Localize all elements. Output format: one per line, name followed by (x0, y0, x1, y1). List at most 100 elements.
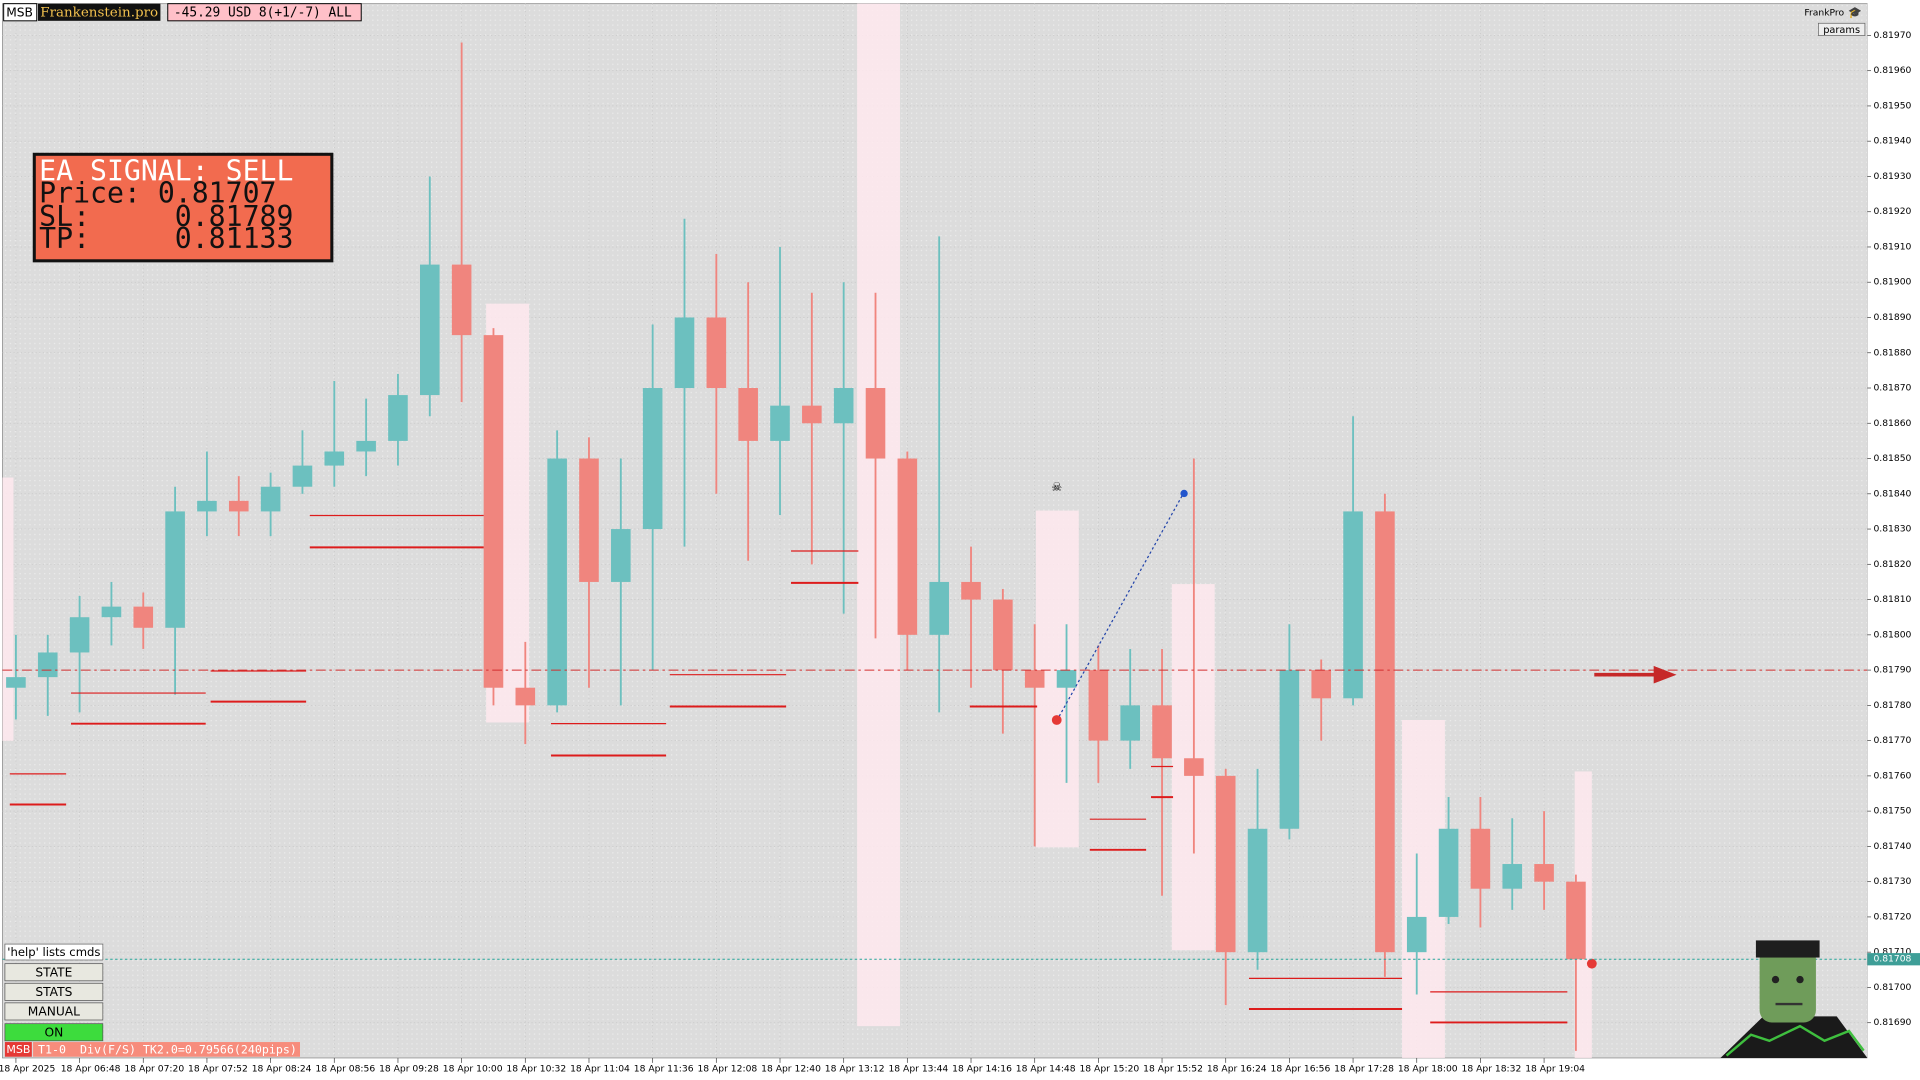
x-tick-label: 18 Apr 14:48 (1016, 1063, 1076, 1074)
x-tick-label: 18 Apr 08:56 (315, 1063, 375, 1074)
y-tick-label: 0.81850 (1873, 453, 1911, 464)
command-button-label[interactable]: STATS (35, 985, 72, 999)
candle-body (1375, 511, 1395, 953)
brand-box (37, 3, 161, 21)
mascot (1720, 940, 1868, 1058)
y-tick-label: 0.81740 (1873, 841, 1911, 852)
command-button[interactable] (4, 963, 104, 982)
y-tick-label: 0.81900 (1873, 277, 1911, 288)
x-tick-label: 18 Apr 07:52 (188, 1063, 248, 1074)
candle-body (165, 511, 185, 628)
candle-body (611, 529, 631, 582)
candle-body (833, 388, 854, 424)
params-label[interactable]: params (1823, 25, 1860, 36)
x-tick-label: 18 Apr 06:48 (61, 1063, 121, 1074)
status-text: T1-0 Div(F/S) TK2.0=0.79566(240pips) (38, 1043, 297, 1057)
help-text: 'help' lists cmds (7, 945, 100, 959)
y-tick-label: 0.81730 (1873, 876, 1911, 887)
candle-body (802, 405, 822, 424)
price-axis (1867, 3, 1920, 1062)
candle-body (770, 405, 790, 441)
params-button[interactable] (1818, 22, 1866, 36)
candle-body (1088, 670, 1109, 741)
y-tick-label: 0.81790 (1873, 665, 1911, 676)
x-tick-label: 18 Apr 13:44 (888, 1063, 948, 1074)
x-tick-label: 18 Apr 15:20 (1079, 1063, 1139, 1074)
account-box (167, 3, 362, 22)
candle-body (1056, 670, 1077, 688)
x-tick-label: 18 Apr 10:32 (506, 1063, 566, 1074)
y-tick-label: 0.81890 (1873, 312, 1911, 323)
badge (3, 3, 38, 22)
y-tick-label: 0.81750 (1873, 806, 1911, 817)
trade-link (1058, 491, 1185, 717)
candle-body (197, 500, 217, 512)
candle-body (483, 335, 504, 688)
candle-body (1024, 670, 1045, 688)
signal-box (32, 152, 334, 263)
x-tick-label: 18 Apr 16:24 (1207, 1063, 1267, 1074)
x-tick-label: 18 Apr 11:04 (570, 1063, 630, 1074)
command-button-label[interactable]: MANUAL (28, 1005, 80, 1019)
current-price-tag (1867, 953, 1920, 966)
candle-body (1215, 775, 1236, 953)
sell-marker (1586, 958, 1597, 969)
x-tick-label: 18 Apr 08:24 (252, 1063, 312, 1074)
command-button[interactable] (4, 1023, 104, 1042)
x-tick-label: 18 Apr 09:28 (379, 1063, 439, 1074)
brand: Frankenstein.pro (40, 5, 158, 20)
candle-body (1470, 828, 1491, 889)
y-tick-label: 0.81910 (1873, 241, 1911, 252)
x-tick-label: 18 Apr 2025 (0, 1063, 55, 1074)
candle-body (133, 606, 154, 628)
candle-body (1279, 670, 1300, 829)
candle-body (706, 317, 727, 389)
x-tick-label: 18 Apr 12:08 (697, 1063, 757, 1074)
y-tick-label: 0.81800 (1873, 629, 1911, 640)
candle-body (929, 581, 949, 635)
command-button[interactable] (4, 1002, 104, 1021)
x-tick-label: 18 Apr 11:36 (634, 1063, 694, 1074)
candle-body (993, 599, 1013, 671)
y-tick-label: 0.81970 (1873, 30, 1911, 41)
y-tick-label: 0.81760 (1873, 770, 1911, 781)
y-tick-label: 0.81690 (1873, 1017, 1911, 1028)
candle-body (1247, 828, 1268, 953)
command-button[interactable] (4, 982, 104, 1001)
command-button-label[interactable]: STATE (35, 965, 72, 979)
candle-body (579, 458, 599, 582)
user-icon: 🎓 (1848, 6, 1862, 19)
candle-body (6, 677, 26, 688)
y-tick-label: 0.81710 (1873, 947, 1911, 958)
candle-body (515, 687, 536, 706)
y-tick-label: 0.81940 (1873, 136, 1911, 147)
y-tick-label: 0.81830 (1873, 524, 1911, 535)
candle-body (1566, 881, 1586, 960)
candle-body (1152, 705, 1172, 759)
candle-body (260, 486, 281, 512)
candle-body (1343, 511, 1363, 699)
candle-body (1120, 705, 1140, 741)
candle-body (961, 581, 981, 600)
current-price-label: 0.81708 (1873, 954, 1911, 965)
x-tick-label: 18 Apr 12:40 (761, 1063, 821, 1074)
x-tick-label: 18 Apr 18:00 (1398, 1063, 1458, 1074)
y-tick-label: 0.81930 (1873, 171, 1911, 182)
y-tick-label: 0.81780 (1873, 700, 1911, 711)
candle-body (865, 388, 886, 459)
y-tick-label: 0.81770 (1873, 735, 1911, 746)
close-marker (1180, 489, 1188, 498)
candle-body (1406, 916, 1427, 953)
status-badge-text: MSB (6, 1043, 30, 1056)
sell-marker (1051, 715, 1062, 725)
candle-body (547, 458, 567, 706)
command-button-label[interactable]: ON (44, 1025, 63, 1039)
candle-body (228, 500, 249, 512)
x-tick-label: 18 Apr 17:28 (1334, 1063, 1394, 1074)
candle-body (388, 395, 408, 441)
user: FrankPro (1804, 7, 1844, 18)
y-tick-label: 0.81840 (1873, 488, 1911, 499)
y-tick-label: 0.81860 (1873, 418, 1911, 429)
